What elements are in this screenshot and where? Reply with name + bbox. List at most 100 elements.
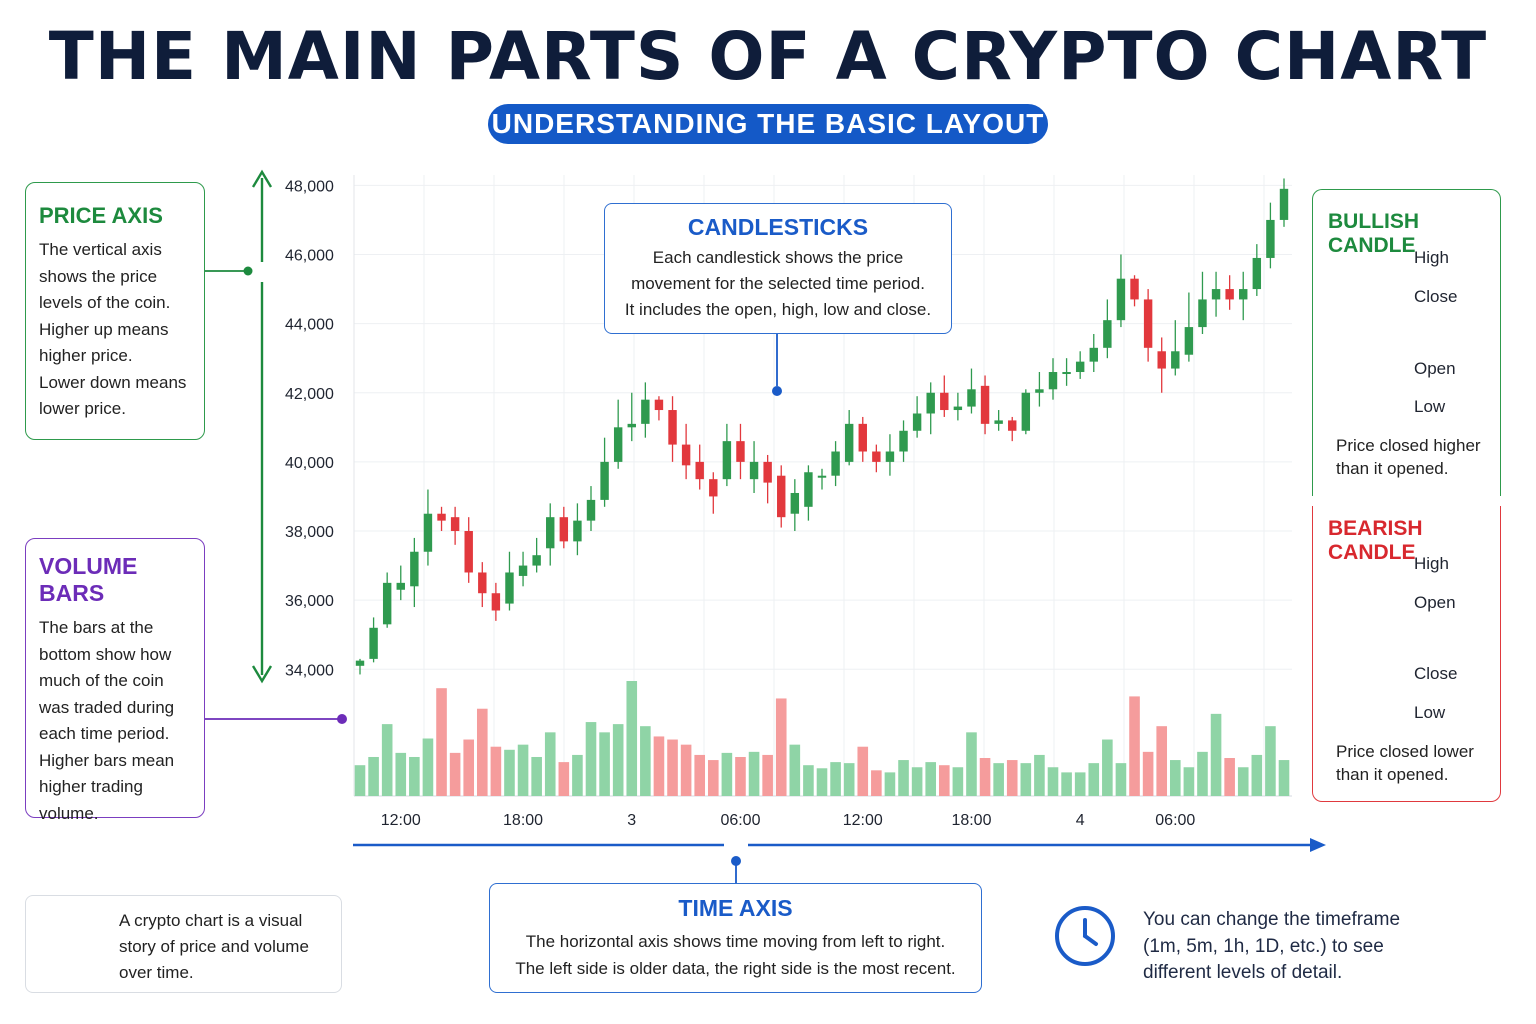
candle-body [777, 475, 786, 518]
candle-body [423, 513, 433, 552]
time-tick-label: 12:00 [381, 812, 421, 829]
time-axis-text: The horizontal axis shows time moving fr… [515, 932, 956, 978]
candlestick [1062, 358, 1071, 386]
volume-bar [884, 772, 896, 796]
volume-bar [504, 749, 515, 796]
candle-body [980, 385, 990, 424]
candle-body [1062, 372, 1071, 375]
candle-body [749, 461, 759, 480]
candle-body [926, 392, 935, 414]
candle-body [1184, 327, 1194, 355]
volume-bar [762, 754, 773, 796]
volume-bar [1088, 763, 1100, 796]
candlestick [681, 423, 691, 480]
candlestick-connector [772, 334, 782, 396]
time-tick-label: 3 [627, 812, 636, 829]
volume-bar [694, 754, 706, 796]
candlestick [926, 382, 935, 435]
candlestick [940, 375, 949, 417]
candlestick [1116, 254, 1126, 328]
candle-body [355, 660, 365, 666]
volume-bar [599, 732, 610, 796]
volume-bar [925, 762, 937, 796]
volume-bar [1169, 760, 1181, 796]
volume-bar [952, 767, 964, 796]
candle-body [1048, 372, 1058, 390]
candlestick [382, 572, 392, 628]
candle-body [369, 627, 378, 659]
candle-body [804, 472, 813, 507]
time-axis-ticks: 12:00 18:00 3 06:00 12:00 18:00 4 06:00 [381, 812, 1196, 829]
bearish-close-label: Close [1414, 664, 1458, 683]
volume-bar [476, 708, 488, 796]
candle-body [763, 461, 772, 483]
candlestick [1279, 178, 1289, 227]
price-tick-label: 40,000 [285, 455, 334, 472]
candle-body [967, 389, 976, 407]
candlestick [1266, 202, 1275, 269]
volume-bar [775, 698, 787, 796]
volume-bar [653, 736, 665, 796]
price-tick-label: 44,000 [285, 317, 334, 334]
candlestick-series [355, 178, 1289, 675]
candlestick [478, 562, 487, 608]
candle-body [668, 410, 677, 445]
candlestick [1157, 337, 1166, 393]
candle-body [844, 423, 854, 462]
candle-body [505, 572, 514, 604]
volume-bar [572, 754, 583, 796]
volume-bar [803, 765, 814, 796]
volume-bar [993, 763, 1004, 796]
price-axis-text: The vertical axis shows the price levels… [39, 240, 187, 418]
bearish-high-label: High [1414, 554, 1449, 573]
page-title: THE MAIN PARTS OF A CRYPTO CHART [48, 18, 1488, 95]
candlestick [586, 486, 596, 532]
candlestick [804, 465, 813, 521]
candle-body [858, 423, 867, 452]
candlestick [912, 396, 922, 438]
volume-bar [721, 752, 733, 796]
price-tick-label: 48,000 [285, 178, 334, 195]
volume-bar [1102, 739, 1113, 796]
price-axis-title: PRICE AXIS [39, 203, 163, 228]
time-tick-label: 12:00 [843, 812, 883, 829]
candle-body [885, 451, 895, 462]
candlestick [1225, 275, 1234, 310]
candle-body [709, 479, 718, 497]
candlestick [1239, 271, 1248, 321]
volume-bar [1129, 696, 1140, 796]
volume-bar [1265, 726, 1276, 796]
volume-bar [789, 744, 801, 796]
bearish-candle-title: BEARISH CANDLE [1328, 517, 1423, 564]
candle-body [1021, 392, 1031, 431]
candlestick [953, 392, 963, 421]
candle-body [1171, 351, 1180, 369]
candle-body [478, 572, 487, 594]
price-tick-label: 38,000 [285, 524, 334, 541]
candlestick [790, 479, 800, 532]
volume-bar [354, 765, 366, 796]
candlestick [709, 472, 718, 514]
time-axis-arrow [353, 838, 1326, 883]
candlestick [559, 506, 569, 549]
volume-bar [585, 722, 597, 796]
candlestick [600, 437, 609, 507]
candlestick [872, 444, 881, 473]
volume-bar [395, 752, 407, 796]
candle-body [627, 423, 636, 428]
candlestick [654, 396, 664, 421]
bullish-high-label: High [1414, 248, 1449, 267]
volume-bar [1115, 763, 1127, 796]
candlestick [844, 410, 854, 466]
candlestick [532, 537, 541, 573]
candlestick [505, 551, 514, 611]
candlestick [1103, 299, 1112, 359]
time-tick-label: 06:00 [1155, 812, 1195, 829]
candle-body [831, 451, 840, 476]
volume-bar [979, 758, 991, 796]
candle-body [899, 430, 908, 452]
candlestick [831, 441, 840, 487]
volume-bar [640, 726, 651, 796]
volume-bar [1006, 760, 1018, 796]
candle-body [518, 565, 528, 576]
